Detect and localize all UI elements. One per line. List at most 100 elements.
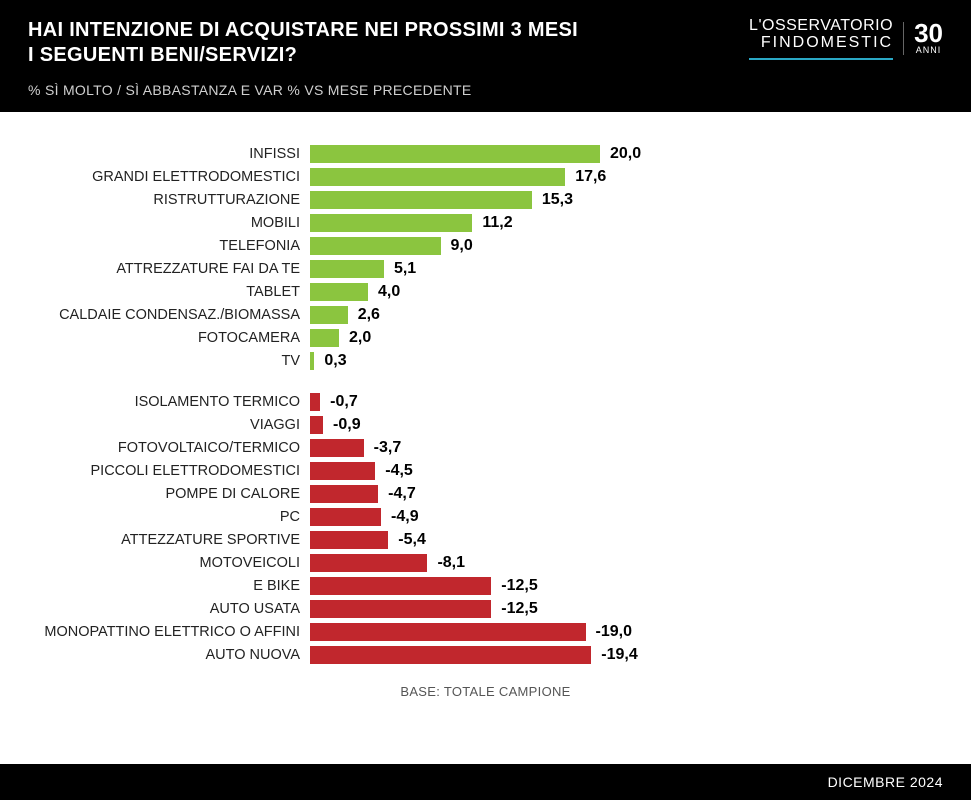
bar-wrap: 0,3 bbox=[310, 349, 941, 372]
bar bbox=[310, 554, 427, 572]
bar-value: -0,9 bbox=[323, 416, 361, 434]
bar bbox=[310, 577, 491, 595]
bar bbox=[310, 600, 491, 618]
chart-row: ATTREZZATURE FAI DA TE5,1 bbox=[30, 257, 941, 280]
bar-label: POMPE DI CALORE bbox=[30, 486, 310, 502]
bar-wrap: 17,6 bbox=[310, 165, 941, 188]
bar-label: RISTRUTTURAZIONE bbox=[30, 192, 310, 208]
bar-label: TABLET bbox=[30, 284, 310, 300]
bar-wrap: 4,0 bbox=[310, 280, 941, 303]
bar-chart: INFISSI20,0GRANDI ELETTRODOMESTICI17,6RI… bbox=[0, 112, 971, 709]
bar bbox=[310, 191, 532, 209]
bar-value: -5,4 bbox=[388, 531, 426, 549]
bar-value: -0,7 bbox=[320, 393, 358, 411]
bar bbox=[310, 237, 441, 255]
chart-row: PICCOLI ELETTRODOMESTICI -4,5 bbox=[30, 459, 941, 482]
bar-value: -19,0 bbox=[586, 623, 632, 641]
bar-wrap: -19,0 bbox=[310, 620, 941, 643]
bar bbox=[310, 462, 375, 480]
bar-wrap: -0,7 bbox=[310, 390, 941, 413]
bar-value: -4,5 bbox=[375, 462, 413, 480]
bar-value: 15,3 bbox=[532, 191, 573, 209]
subtitle: % SÌ MOLTO / SÌ ABBASTANZA E VAR % VS ME… bbox=[28, 82, 943, 98]
bar-wrap: 20,0 bbox=[310, 142, 941, 165]
bar-label: ISOLAMENTO TERMICO bbox=[30, 394, 310, 410]
bar bbox=[310, 306, 348, 324]
chart-row: ATTEZZATURE SPORTIVE-5,4 bbox=[30, 528, 941, 551]
bar-label: AUTO NUOVA bbox=[30, 647, 310, 663]
chart-row: FOTOVOLTAICO/TERMICO -3,7 bbox=[30, 436, 941, 459]
chart-row: MONOPATTINO ELETTRICO O AFFINI -19,0 bbox=[30, 620, 941, 643]
bar-value: -4,7 bbox=[378, 485, 416, 503]
bar-label: TV bbox=[30, 353, 310, 369]
bar-label: PC bbox=[30, 509, 310, 525]
bar-label: GRANDI ELETTRODOMESTICI bbox=[30, 169, 310, 185]
chart-row: INFISSI20,0 bbox=[30, 142, 941, 165]
bar-wrap: -19,4 bbox=[310, 643, 941, 666]
bar-label: CALDAIE CONDENSAZ./BIOMASSA bbox=[30, 307, 310, 323]
bar bbox=[310, 329, 339, 347]
bar-wrap: 2,6 bbox=[310, 303, 941, 326]
chart-row: CALDAIE CONDENSAZ./BIOMASSA 2,6 bbox=[30, 303, 941, 326]
chart-row: AUTO NUOVA -19,4 bbox=[30, 643, 941, 666]
bar bbox=[310, 393, 320, 411]
logo-line2: FINDOMESTIC bbox=[749, 35, 893, 60]
logo-line1: L'OSSERVATORIO bbox=[749, 18, 893, 35]
bar-value: -3,7 bbox=[364, 439, 402, 457]
chart-row: FOTOCAMERA2,0 bbox=[30, 326, 941, 349]
bar-label: VIAGGI bbox=[30, 417, 310, 433]
bar-wrap: -4,9 bbox=[310, 505, 941, 528]
bar-wrap: 15,3 bbox=[310, 188, 941, 211]
bar-value: -12,5 bbox=[491, 577, 537, 595]
bar-wrap: -3,7 bbox=[310, 436, 941, 459]
bar-wrap: -4,5 bbox=[310, 459, 941, 482]
bar bbox=[310, 531, 388, 549]
chart-row: POMPE DI CALORE -4,7 bbox=[30, 482, 941, 505]
bar-value: -8,1 bbox=[427, 554, 465, 572]
bar-wrap: -8,1 bbox=[310, 551, 941, 574]
bar-label: TELEFONIA bbox=[30, 238, 310, 254]
brand-logo: L'OSSERVATORIO FINDOMESTIC 30 ANNI bbox=[749, 18, 943, 60]
chart-row: MOTOVEICOLI -8,1 bbox=[30, 551, 941, 574]
bar-label: FOTOVOLTAICO/TERMICO bbox=[30, 440, 310, 456]
bar-value: 9,0 bbox=[441, 237, 473, 255]
chart-row: RISTRUTTURAZIONE 15,3 bbox=[30, 188, 941, 211]
bar bbox=[310, 283, 368, 301]
bar-value: 0,3 bbox=[314, 352, 346, 370]
chart-row: E BIKE -12,5 bbox=[30, 574, 941, 597]
bar-label: PICCOLI ELETTRODOMESTICI bbox=[30, 463, 310, 479]
chart-row: AUTO USATA-12,5 bbox=[30, 597, 941, 620]
bar-value: 11,2 bbox=[472, 214, 512, 232]
footer-date: DICEMBRE 2024 bbox=[0, 764, 971, 800]
chart-row: TELEFONIA 9,0 bbox=[30, 234, 941, 257]
negative-group: ISOLAMENTO TERMICO -0,7 VIAGGI -0,9 FOTOVOLT… bbox=[30, 390, 941, 666]
chart-row: PC-4,9 bbox=[30, 505, 941, 528]
chart-row: GRANDI ELETTRODOMESTICI 17,6 bbox=[30, 165, 941, 188]
bar bbox=[310, 145, 600, 163]
bar-label: E BIKE bbox=[30, 578, 310, 594]
chart-row: ISOLAMENTO TERMICO -0,7 bbox=[30, 390, 941, 413]
bar-label: INFISSI bbox=[30, 146, 310, 162]
chart-row: TV0,3 bbox=[30, 349, 941, 372]
bar-label: MOTOVEICOLI bbox=[30, 555, 310, 571]
bar-wrap: -4,7 bbox=[310, 482, 941, 505]
bar-label: MOBILI bbox=[30, 215, 310, 231]
bar-value: -19,4 bbox=[591, 646, 637, 664]
bar-wrap: -12,5 bbox=[310, 597, 941, 620]
header: HAI INTENZIONE DI ACQUISTARE NEI PROSSIM… bbox=[0, 0, 971, 112]
bar-wrap: -0,9 bbox=[310, 413, 941, 436]
bar bbox=[310, 214, 472, 232]
bar-value: 4,0 bbox=[368, 283, 400, 301]
bar bbox=[310, 439, 364, 457]
chart-row: VIAGGI -0,9 bbox=[30, 413, 941, 436]
bar-label: MONOPATTINO ELETTRICO O AFFINI bbox=[30, 624, 310, 640]
bar-wrap: -5,4 bbox=[310, 528, 941, 551]
bar-wrap: 2,0 bbox=[310, 326, 941, 349]
bar bbox=[310, 623, 586, 641]
bar-value: 17,6 bbox=[565, 168, 606, 186]
bar-wrap: 5,1 bbox=[310, 257, 941, 280]
logo-30-anni: ANNI bbox=[914, 45, 943, 55]
chart-row: TABLET 4,0 bbox=[30, 280, 941, 303]
bar bbox=[310, 416, 323, 434]
bar-value: 2,6 bbox=[348, 306, 380, 324]
